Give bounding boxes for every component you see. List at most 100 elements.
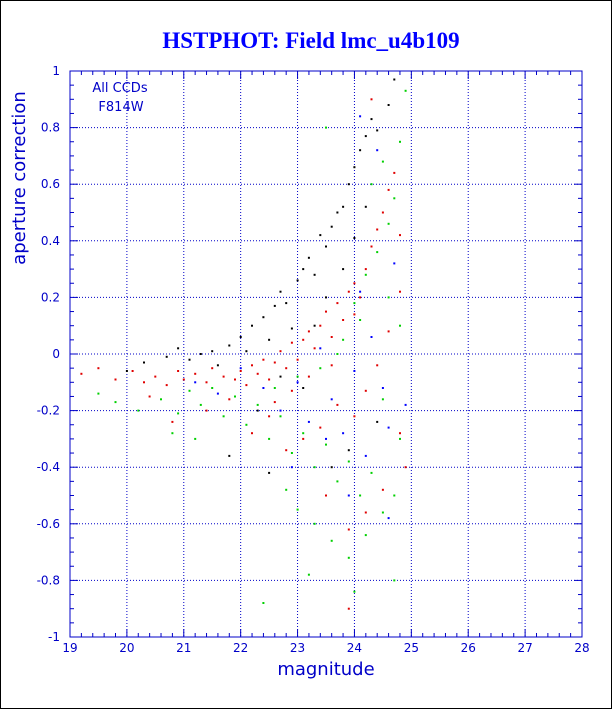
data-point [307, 420, 310, 423]
annotation-all-ccds: All CCDs [92, 81, 147, 96]
data-point [194, 381, 197, 384]
data-point [353, 370, 356, 372]
data-point [302, 338, 305, 341]
data-point [342, 268, 345, 271]
data-point [364, 273, 367, 276]
data-point [336, 403, 339, 406]
data-point [370, 471, 373, 474]
data-point [387, 188, 390, 191]
data-point [211, 367, 214, 370]
data-point [228, 454, 231, 457]
data-point [399, 234, 401, 237]
data-point [381, 398, 384, 401]
y-tick-label: -0.4 [37, 460, 60, 474]
data-point [353, 415, 356, 418]
data-point [199, 403, 202, 406]
data-point [256, 403, 259, 406]
data-point [347, 183, 350, 186]
data-point [364, 205, 367, 208]
data-point [381, 211, 384, 214]
data-point [364, 135, 367, 138]
data-point [359, 290, 362, 293]
data-point [279, 415, 282, 418]
data-point [347, 290, 350, 293]
tick-marks [69, 70, 583, 638]
data-point [273, 361, 276, 364]
data-point [313, 466, 316, 469]
data-point [353, 302, 356, 305]
data-point [370, 336, 373, 338]
data-point [325, 245, 327, 248]
data-point [387, 104, 390, 106]
data-point [387, 222, 390, 225]
data-point [302, 387, 305, 389]
data-point [154, 375, 157, 378]
data-point [182, 378, 185, 381]
y-tick-label: 1 [52, 64, 60, 78]
data-point [114, 401, 117, 404]
data-point [376, 364, 379, 367]
data-point [205, 381, 208, 384]
data-point [262, 387, 265, 389]
data-point [251, 324, 253, 327]
data-point [330, 398, 333, 401]
data-point [342, 319, 345, 321]
data-point [364, 534, 367, 537]
data-point [325, 296, 327, 299]
y-tick-label: -0.8 [37, 573, 60, 587]
data-point [399, 140, 401, 143]
data-point [245, 423, 248, 426]
data-point [222, 415, 225, 418]
x-tick-label: 23 [290, 641, 305, 655]
data-point [148, 395, 151, 398]
x-tick-label: 21 [176, 641, 191, 655]
data-point [188, 358, 191, 361]
data-point [347, 460, 350, 463]
data-point [285, 488, 288, 491]
data-point [364, 389, 367, 392]
data-point [177, 347, 180, 350]
data-point [347, 556, 350, 559]
data-point [353, 166, 356, 169]
data-point [307, 330, 310, 333]
x-tick-label: 28 [574, 641, 589, 655]
data-point [347, 449, 350, 452]
data-point [313, 273, 316, 276]
x-tick-label: 26 [461, 641, 476, 655]
data-point [273, 304, 276, 307]
x-tick-label: 24 [347, 641, 362, 655]
data-point [370, 245, 373, 248]
data-point [262, 358, 265, 361]
data-point [143, 381, 145, 384]
data-point [234, 378, 236, 381]
data-point [290, 466, 293, 469]
data-point [325, 443, 327, 446]
data-point [376, 420, 379, 423]
y-tick-label: -1 [48, 630, 60, 644]
data-point [353, 282, 356, 285]
data-point [285, 302, 288, 305]
data-point [359, 296, 362, 299]
data-point [359, 115, 362, 118]
data-point [342, 338, 345, 341]
data-point [245, 350, 248, 353]
data-point [228, 344, 231, 347]
data-point [273, 401, 276, 404]
data-point [114, 378, 117, 381]
data-point [364, 511, 367, 514]
data-points [80, 78, 407, 610]
data-point [234, 395, 236, 398]
data-point [325, 437, 327, 440]
data-point [364, 454, 367, 457]
x-tick-label: 25 [404, 641, 419, 655]
y-tick-label: 0.2 [41, 290, 60, 304]
data-point [222, 375, 225, 378]
data-point [285, 367, 288, 370]
data-point [381, 387, 384, 389]
data-point [387, 517, 390, 520]
data-point [370, 183, 373, 186]
x-tick-label: 22 [233, 641, 248, 655]
data-point [325, 494, 327, 497]
y-tick-label: 0.6 [41, 177, 60, 191]
